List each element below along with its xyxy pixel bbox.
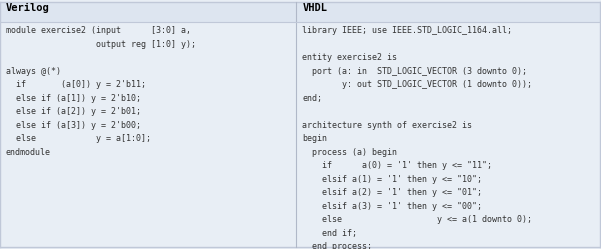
Text: else if (a[1]) y = 2'b10;: else if (a[1]) y = 2'b10; [6,94,141,103]
Text: else if (a[2]) y = 2'b01;: else if (a[2]) y = 2'b01; [6,107,141,116]
FancyBboxPatch shape [296,2,601,22]
FancyBboxPatch shape [0,2,296,22]
Text: end process;: end process; [302,242,372,249]
Text: if       (a[0]) y = 2'b11;: if (a[0]) y = 2'b11; [6,80,146,89]
Text: elsif a(3) = '1' then y <= "00";: elsif a(3) = '1' then y <= "00"; [302,201,482,210]
Text: else            y = a[1:0];: else y = a[1:0]; [6,134,151,143]
Text: begin: begin [302,134,328,143]
Text: endmodule: endmodule [6,147,51,157]
Text: Verilog: Verilog [6,3,50,13]
Text: entity exercise2 is: entity exercise2 is [302,53,397,62]
Text: elsif a(1) = '1' then y <= "10";: elsif a(1) = '1' then y <= "10"; [302,175,482,184]
Text: architecture synth of exercise2 is: architecture synth of exercise2 is [302,121,472,129]
Text: process (a) begin: process (a) begin [302,147,397,157]
Text: else if (a[3]) y = 2'b00;: else if (a[3]) y = 2'b00; [6,121,141,129]
Text: library IEEE; use IEEE.STD_LOGIC_1164.all;: library IEEE; use IEEE.STD_LOGIC_1164.al… [302,26,512,35]
Text: output reg [1:0] y);: output reg [1:0] y); [6,40,196,49]
Text: else                   y <= a(1 downto 0);: else y <= a(1 downto 0); [302,215,532,224]
Text: VHDL: VHDL [302,3,328,13]
Text: port (a: in  STD_LOGIC_VECTOR (3 downto 0);: port (a: in STD_LOGIC_VECTOR (3 downto 0… [302,66,527,75]
Text: y: out STD_LOGIC_VECTOR (1 downto 0));: y: out STD_LOGIC_VECTOR (1 downto 0)); [302,80,532,89]
Text: if      a(0) = '1' then y <= "11";: if a(0) = '1' then y <= "11"; [302,161,492,170]
Text: end;: end; [302,94,322,103]
Text: elsif a(2) = '1' then y <= "01";: elsif a(2) = '1' then y <= "01"; [302,188,482,197]
Text: module exercise2 (input      [3:0] a,: module exercise2 (input [3:0] a, [6,26,191,35]
Text: always @(*): always @(*) [6,66,61,75]
Text: end if;: end if; [302,229,357,238]
